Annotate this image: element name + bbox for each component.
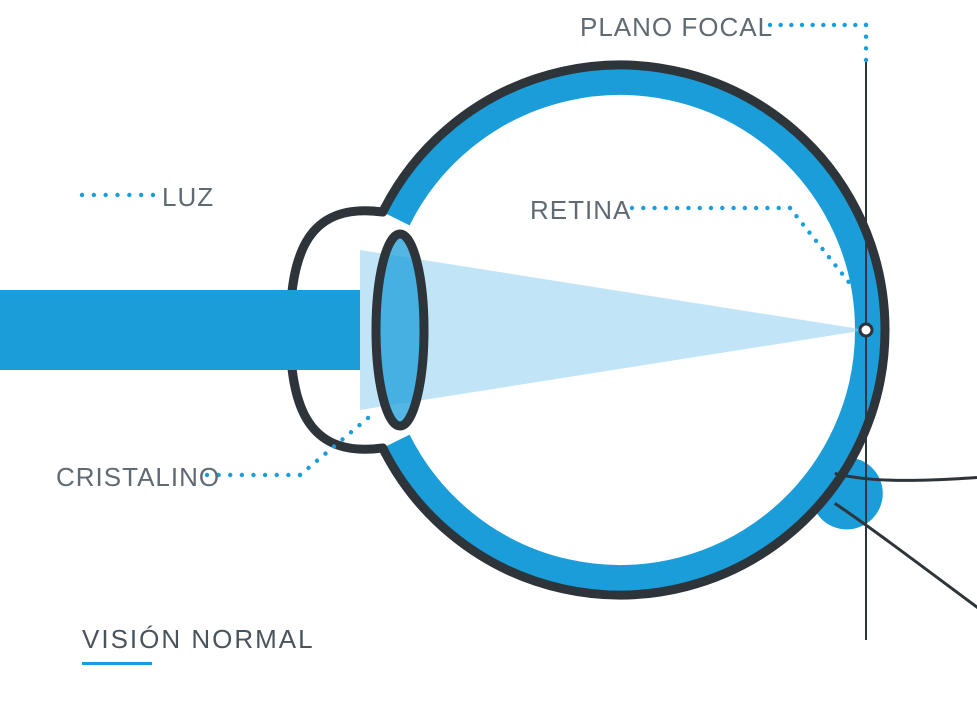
label-retina: RETINA	[530, 195, 631, 226]
diagram-stage: PLANO FOCAL LUZ RETINA CRISTALINO VISIÓN…	[0, 0, 977, 701]
focal-point	[860, 324, 872, 336]
lens	[376, 234, 424, 426]
light-beam	[0, 290, 360, 370]
optic-nerve-line-2	[835, 503, 977, 701]
leader-plano-focal	[768, 23, 868, 62]
label-luz: LUZ	[162, 182, 214, 213]
diagram-title: VISIÓN NORMAL	[82, 624, 315, 655]
leader-retina	[630, 206, 857, 292]
leader-luz	[80, 193, 155, 197]
light-cone	[360, 250, 866, 410]
eye-diagram-svg	[0, 0, 977, 701]
label-cristalino: CRISTALINO	[56, 462, 220, 493]
title-underline	[82, 662, 152, 665]
label-plano-focal: PLANO FOCAL	[580, 12, 773, 43]
